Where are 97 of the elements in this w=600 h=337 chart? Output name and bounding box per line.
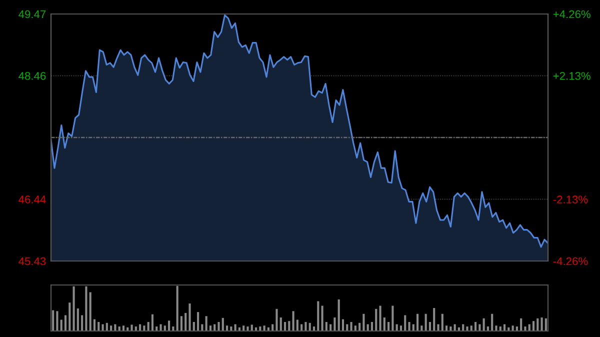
bar <box>330 324 332 331</box>
bar <box>56 311 58 331</box>
bar <box>366 324 369 331</box>
bar <box>147 322 150 331</box>
bar <box>300 324 303 331</box>
bar <box>292 311 294 331</box>
bar <box>383 317 386 331</box>
y2-tick-label: +4.26% <box>553 10 590 18</box>
bar <box>536 318 539 331</box>
bar <box>358 322 361 331</box>
bar <box>188 303 191 331</box>
bar <box>325 322 328 331</box>
bar <box>76 308 79 331</box>
bar <box>308 322 311 331</box>
bar <box>280 317 282 331</box>
bar <box>72 286 75 331</box>
bar <box>68 302 71 331</box>
bar <box>81 315 84 331</box>
bar <box>272 324 274 331</box>
bar <box>89 292 92 331</box>
bar <box>139 324 142 331</box>
y-tick-label: 46.44 <box>18 196 46 204</box>
bar <box>416 314 419 331</box>
bar <box>296 320 298 331</box>
bar <box>408 322 410 331</box>
bar <box>93 319 96 331</box>
bar <box>375 308 378 331</box>
bar <box>60 320 62 331</box>
bar <box>428 322 431 331</box>
bar <box>114 324 116 331</box>
bar <box>370 322 374 331</box>
bar <box>222 318 224 331</box>
bar <box>412 324 414 331</box>
bar <box>437 324 440 331</box>
bar <box>482 318 485 331</box>
y-tick-label: 48.46 <box>18 72 46 80</box>
bar <box>478 324 481 331</box>
bar <box>346 324 348 331</box>
bar <box>98 322 100 331</box>
bar <box>304 322 307 331</box>
bar <box>388 322 390 331</box>
bar <box>180 316 182 331</box>
y2-tick-label: +2.13% <box>553 72 590 80</box>
bar <box>441 314 444 331</box>
bar <box>334 317 336 331</box>
bar <box>532 321 535 331</box>
bar <box>404 315 406 331</box>
bar <box>85 286 88 331</box>
bar <box>218 322 220 331</box>
bar <box>524 326 526 331</box>
bar <box>379 306 382 331</box>
bar <box>495 326 498 331</box>
bar <box>176 286 178 331</box>
bar <box>462 324 464 331</box>
bar <box>317 301 320 331</box>
bar <box>288 321 290 331</box>
bar <box>362 314 365 331</box>
bar <box>424 314 427 331</box>
bar <box>350 322 352 331</box>
bar <box>528 324 530 331</box>
bar <box>284 322 286 331</box>
bar <box>342 319 344 331</box>
y-tick-label: 49.47 <box>18 10 46 18</box>
bar <box>474 322 477 331</box>
bar <box>491 314 494 331</box>
bar <box>520 318 522 331</box>
bar <box>168 320 170 331</box>
bar <box>246 326 249 331</box>
bar <box>396 324 398 331</box>
bar <box>250 324 253 331</box>
y2-tick-label: -4.26% <box>553 257 588 266</box>
bar <box>205 316 208 331</box>
bar <box>454 324 456 331</box>
bar <box>102 324 104 331</box>
bar <box>276 308 278 331</box>
bar <box>160 324 162 331</box>
bar <box>52 310 54 331</box>
bar <box>64 315 67 331</box>
bar <box>196 312 200 331</box>
bar <box>184 312 187 331</box>
bar <box>321 306 324 331</box>
bar <box>540 317 543 331</box>
bar <box>151 314 154 331</box>
bar <box>338 299 340 331</box>
bar <box>503 324 506 331</box>
bar <box>466 326 468 331</box>
bar <box>544 318 547 331</box>
bar <box>214 324 216 331</box>
bar <box>201 324 204 331</box>
y2-tick-label: -2.13% <box>553 196 588 204</box>
bar <box>234 324 236 331</box>
y-tick-label: 45.43 <box>18 257 46 266</box>
bar <box>106 322 108 331</box>
bar <box>192 322 195 331</box>
bar <box>392 306 394 331</box>
bar <box>130 324 133 331</box>
bar <box>433 308 436 331</box>
